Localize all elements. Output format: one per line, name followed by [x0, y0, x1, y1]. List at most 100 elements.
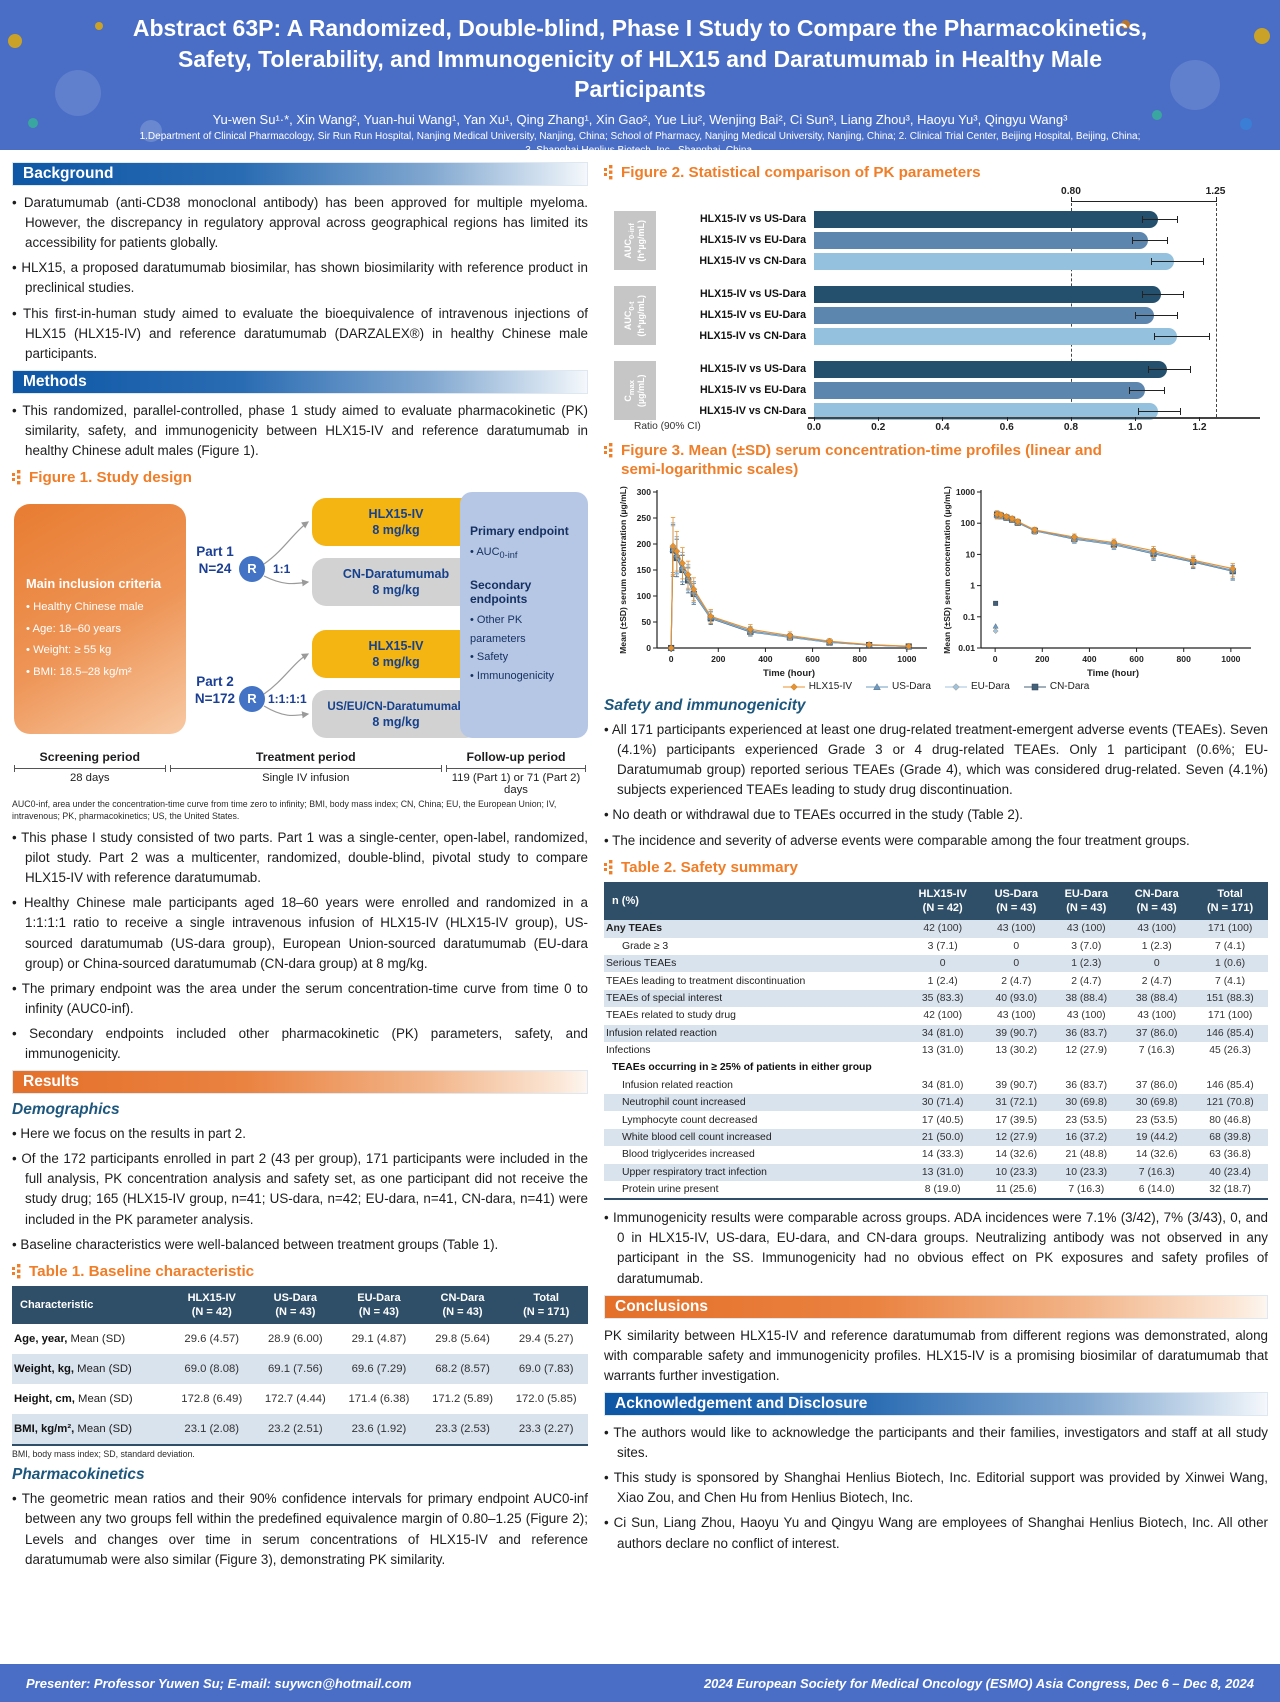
bullet-item: Age: 18–60 years: [26, 619, 174, 640]
equivalence-ref-line: [1215, 203, 1217, 417]
svg-text:0.1: 0.1: [963, 612, 975, 622]
inclusion-items: Healthy Chinese maleAge: 18–60 yearsWeig…: [26, 597, 174, 683]
congress-info: 2024 European Society for Medical Oncolo…: [703, 1675, 1254, 1691]
ratio-bar: [814, 361, 1168, 378]
x-tick-label: 0.4: [935, 422, 950, 433]
bar-label: HLX15-IV vs US-Dara: [700, 213, 806, 225]
poster-authors: Yu-wen Su¹·*, Xin Wang², Yuan-hui Wang¹,…: [212, 111, 1068, 127]
inclusion-title: Main inclusion criteria: [26, 576, 162, 592]
bar-label: HLX15-IV vs EU-Dara: [700, 384, 806, 396]
bullet-item: This study is sponsored by Shanghai Henl…: [604, 1468, 1268, 1508]
part1-label: Part 1 N=24: [196, 544, 234, 577]
table-row: Neutrophil count increased 30 (71.4) 31 (7…: [604, 1094, 1268, 1112]
figure1-study-design: Main inclusion criteria Healthy Chinese …: [12, 492, 588, 748]
ci-line: [1148, 369, 1190, 370]
arm-box-cn-dara-part1: CN-Daratumumab 8 mg/kg: [312, 558, 480, 607]
ci-cap: [1189, 366, 1191, 373]
table-row: Height, cm, Mean (SD) 172.8 (6.49) 172.7 (…: [14, 1393, 577, 1406]
section-header-acknowledgement: Acknowledgement and Disclosure: [604, 1392, 1268, 1417]
timeline-followup: Follow-up period 119 (Part 1) or 71 (Par…: [444, 750, 588, 796]
svg-text:300: 300: [637, 487, 652, 497]
bar-label: HLX15-IV vs US-Dara: [700, 288, 806, 300]
part1-ratio: 1:1: [273, 562, 291, 577]
figure2-forest-plot: 0.80 1.25 AUC0-inf (h*µg/mL) HLX15-IV vs US-…: [604, 186, 1268, 439]
svg-text:200: 200: [1035, 654, 1050, 664]
figure3-linear-chart: 0 50 100 150 200 250 300 0 200 400 600 800 1000 Mean …: [618, 486, 927, 679]
svg-text:800: 800: [1177, 654, 1192, 664]
svg-text:0: 0: [669, 654, 674, 664]
table1-heading: Table 1. Baseline characteristic: [12, 1262, 588, 1281]
safety-summary-table: n (%) HLX15-IV (N = 42) US-Dara (N = 43) EU-D…: [604, 881, 1268, 1201]
bullet-item: This randomized, parallel-controlled, ph…: [12, 401, 588, 461]
ref-label: 0.80: [1061, 186, 1081, 197]
x-tick-label: 1.2: [1192, 422, 1207, 433]
table-row: Infections 13 (31.0) 13 (30.2) 12 (27.9) 7 (…: [606, 1045, 1251, 1057]
column-header: US-Dara (N = 43): [981, 881, 1052, 921]
bullet-item: Other PK parameters: [470, 611, 578, 648]
bullet-item: Daratumumab (anti-CD38 monoclonal antibo…: [12, 193, 588, 253]
table-row: Infusion related reaction 34 (81.0) 39 (90…: [604, 1024, 1268, 1042]
legend-item: US-Dara: [866, 681, 931, 692]
x-axis: [808, 417, 1260, 419]
svg-text:Mean (±SD) serum concentration: Mean (±SD) serum concentration (µg/mL): [942, 486, 952, 654]
table-row: Age, year, Mean (SD) 29.6 (4.57) 28.9 (6.0…: [14, 1333, 574, 1346]
presenter-info: Presenter: Professor Yuwen Su; E-mail: s…: [26, 1675, 412, 1691]
figure2-heading: Figure 2. Statistical comparison of PK p…: [604, 163, 1268, 182]
svg-text:600: 600: [805, 654, 820, 664]
x-axis-label: Ratio (90% CI): [634, 421, 701, 432]
timeline-line: [169, 765, 443, 773]
ci-cap: [1176, 216, 1178, 223]
ref-bracket-cap: [1070, 197, 1072, 202]
table1-footnote: BMI, body mass index; SD, standard devia…: [12, 1449, 195, 1460]
bullet-item: Ci Sun, Liang Zhou, Haoyu Yu and Qingyu …: [604, 1513, 1268, 1553]
ci-cap: [1151, 258, 1153, 265]
x-tick: [814, 417, 815, 421]
column-header: HLX15-IV (N = 42): [169, 1285, 254, 1325]
column-header: n (%): [604, 881, 905, 921]
svg-text:Time (hour): Time (hour): [763, 668, 815, 679]
demographics-bullets: Here we focus on the results in part 2. O…: [12, 1124, 588, 1255]
bullet-item: Immunogenicity: [470, 667, 578, 686]
legend-marker-icon: [782, 682, 805, 691]
pharmacokinetics-heading: Pharmacokinetics: [12, 1466, 145, 1484]
bullet-item: Here we focus on the results in part 2.: [12, 1124, 588, 1144]
svg-text:400: 400: [1082, 654, 1097, 664]
x-tick: [1070, 417, 1072, 421]
svg-text:0: 0: [993, 654, 998, 664]
ci-line: [1138, 411, 1181, 412]
ci-cap: [1135, 312, 1137, 319]
secondary-endpoints-list: Other PK parametersSafetyImmunogenicity: [470, 611, 578, 686]
table-row: BMI, kg/m², Mean (SD) 23.1 (2.08) 23.2 (2.…: [12, 1414, 588, 1446]
content-columns: Background Daratumumab (anti-CD38 monocl…: [0, 152, 1280, 1662]
bullet-item: This phase I study consisted of two part…: [12, 828, 588, 888]
x-tick-label: 0.8: [1063, 422, 1079, 433]
svg-text:200: 200: [711, 654, 726, 664]
bullet-item: The geometric mean ratios and their 90% …: [12, 1489, 588, 1569]
bullet-item: HLX15, a proposed daratumumab biosimilar…: [12, 258, 588, 298]
x-tick: [1006, 417, 1008, 421]
safety-heading: Safety and immunogenicity: [604, 697, 806, 714]
table2-heading: Table 2. Safety summary: [604, 858, 1268, 877]
bar-label: HLX15-IV vs CN-Dara: [699, 405, 806, 417]
endpoints-box: Primary endpoint AUC0-inf Secondary endp…: [460, 492, 588, 739]
ref-label: 1.25: [1205, 186, 1226, 197]
ci-line: [1141, 294, 1184, 295]
section-header-conclusions: Conclusions: [604, 1294, 1268, 1319]
bullet-item: Baseline characteristics were well-balan…: [12, 1235, 588, 1255]
ratio-bar: [814, 286, 1161, 303]
legend-item: HLX15-IV: [782, 681, 852, 692]
section-header-methods: Methods: [12, 369, 588, 394]
bullet-item: Immunogenicity results were comparable a…: [604, 1208, 1268, 1288]
ci-cap: [1138, 408, 1140, 415]
ci-cap: [1128, 387, 1130, 394]
column-header: Total (N = 171): [1192, 881, 1268, 921]
methods-bullets: This randomized, parallel-controlled, ph…: [12, 401, 588, 461]
ci-line: [1128, 390, 1165, 391]
ref-bracket: [1070, 201, 1216, 202]
decor-circle: [55, 70, 101, 116]
x-tick: [1199, 417, 1201, 421]
svg-text:100: 100: [637, 591, 652, 601]
timeline-treatment: Treatment period Single IV infusion: [168, 750, 444, 796]
